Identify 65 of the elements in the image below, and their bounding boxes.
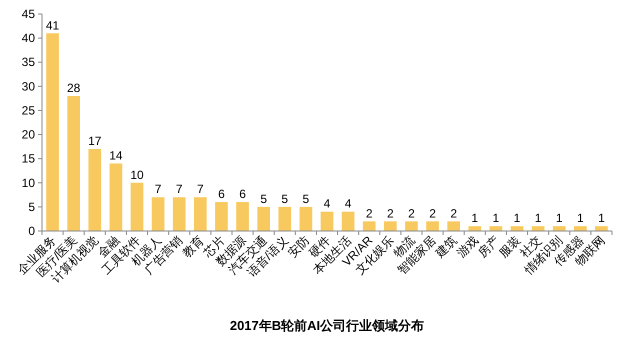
bar: [152, 197, 164, 231]
y-tick-label: 45: [22, 7, 36, 21]
y-tick-label: 20: [22, 128, 36, 142]
data-label: 5: [281, 192, 288, 206]
bar: [490, 226, 502, 231]
bar: [342, 212, 354, 231]
bar: [88, 149, 102, 231]
bar: [552, 226, 566, 231]
data-label: 17: [88, 134, 102, 148]
data-label: 1: [576, 211, 584, 226]
data-label: 1: [471, 211, 478, 226]
data-label: 1: [598, 211, 606, 226]
bar: [574, 226, 587, 231]
bar: [194, 197, 207, 231]
y-tick-label: 35: [22, 55, 36, 70]
bar: [110, 163, 122, 231]
data-label: 4: [324, 196, 331, 211]
data-label: 4: [344, 196, 352, 211]
data-label: 41: [46, 18, 60, 32]
bar: [384, 221, 397, 231]
bar: [67, 96, 80, 231]
y-tick-label: 30: [22, 79, 36, 94]
bar: [405, 221, 418, 231]
data-label: 10: [130, 168, 144, 182]
data-label: 2: [450, 206, 458, 220]
data-label: 1: [534, 211, 542, 226]
bar: [46, 33, 59, 231]
data-label: 14: [109, 148, 123, 162]
bar: [130, 182, 144, 231]
bar: [595, 226, 608, 231]
data-label: 6: [218, 187, 226, 202]
y-tick-label: 5: [28, 200, 36, 214]
data-label: 5: [260, 192, 268, 206]
bar: [320, 212, 334, 231]
data-label: 1: [514, 211, 521, 226]
data-label: 1: [492, 211, 500, 226]
bar: [362, 221, 376, 231]
data-label: 7: [154, 182, 162, 196]
y-tick-label: 10: [22, 176, 36, 190]
data-label: 2: [429, 206, 436, 220]
y-tick-label: 40: [22, 31, 36, 46]
bar: [426, 221, 439, 231]
bar: [447, 221, 460, 231]
y-tick-label: 25: [22, 103, 36, 118]
bar: [532, 226, 544, 231]
data-label: 5: [302, 192, 310, 206]
y-tick-label: 15: [22, 152, 36, 166]
bar: [257, 206, 270, 231]
bar: [300, 206, 312, 231]
data-label: 7: [176, 182, 183, 196]
bar: [236, 202, 249, 231]
bar: [468, 226, 482, 231]
y-tick-label: 0: [28, 224, 36, 238]
data-label: 2: [386, 206, 394, 220]
bar: [510, 226, 524, 231]
data-label: 28: [66, 80, 81, 95]
data-label: 2: [366, 206, 373, 220]
bar: [215, 202, 228, 231]
text: 2017年B轮前AI公司行业领域分布: [230, 318, 424, 333]
data-label: 1: [556, 211, 563, 226]
data-label: 6: [239, 187, 246, 202]
bar: [278, 206, 292, 231]
data-label: 2: [408, 206, 416, 220]
data-label: 7: [196, 182, 204, 196]
bar: [172, 197, 186, 231]
